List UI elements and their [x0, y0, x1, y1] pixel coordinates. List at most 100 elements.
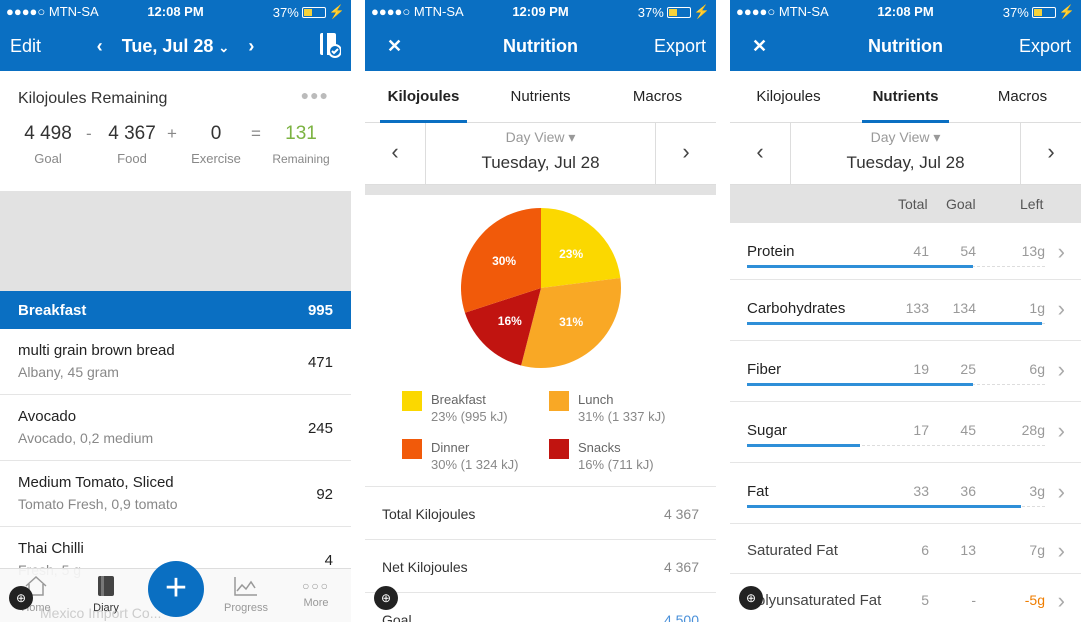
legend-name: Lunch	[578, 392, 614, 407]
day-selector: ‹ Day View ▾ Tuesday, Jul 28 ›	[365, 123, 716, 185]
nutrient-row[interactable]: Polyunsaturated Fat 5 - -5g ›	[730, 574, 1081, 622]
list-item[interactable]: multi grain brown bread Albany, 45 gram …	[0, 329, 351, 395]
tab-kilojoules[interactable]: Kilojoules	[365, 71, 482, 123]
zoom-icon[interactable]: ⊕	[374, 586, 398, 610]
close-icon[interactable]: ✕	[387, 36, 403, 56]
legend-swatch	[402, 439, 422, 459]
chart-legend: Breakfast 23% (995 kJ) Lunch 31% (1 337 …	[365, 387, 716, 477]
equals-sign: =	[251, 124, 261, 143]
food-desc: Tomato Fresh, 0,9 tomato	[18, 496, 178, 512]
prev-day-icon[interactable]: ‹	[96, 36, 103, 56]
zoom-icon[interactable]: ⊕	[739, 586, 763, 610]
legend-detail: 16% (711 kJ)	[578, 457, 654, 472]
export-button[interactable]: Export	[1018, 36, 1071, 56]
food-desc: Avocado, 0,2 medium	[18, 430, 154, 446]
tab-nutrients[interactable]: Nutrients	[847, 71, 964, 123]
nutrient-row[interactable]: Sugar 17 45 28g ›	[730, 402, 1081, 463]
chevron-right-icon: ›	[1057, 418, 1065, 443]
pie-slice-snacks	[464, 288, 541, 366]
progress-bar	[747, 322, 1042, 325]
tab-progress[interactable]: Progress	[218, 575, 274, 614]
zoom-icon[interactable]: ⊕	[9, 586, 33, 610]
nutrition-nutrients-screen: ●●●●○ MTN-SA 12:08 PM 37% ⚡ ✕ Nutrition E…	[730, 0, 1081, 622]
meal-header-breakfast[interactable]: Breakfast 995	[0, 291, 351, 329]
nutrient-row[interactable]: Fiber 19 25 6g ›	[730, 341, 1081, 402]
next-day-icon[interactable]: ›	[248, 36, 255, 56]
next-day-icon[interactable]: ›	[655, 123, 716, 184]
diary-date[interactable]: Tue, Jul 28	[121, 36, 214, 56]
nutrient-name: Fat	[747, 483, 769, 500]
nutrient-goal: 45	[960, 422, 976, 438]
prev-day-icon[interactable]: ‹	[730, 123, 791, 184]
food-name: Medium Tomato, Sliced	[18, 474, 174, 491]
carrier-label: ●●●●○ MTN-SA	[736, 4, 829, 19]
nutrient-goal: 134	[952, 300, 976, 316]
ghost-text: Mexico Import Co...	[40, 605, 162, 621]
progress-bar	[747, 444, 860, 447]
progress-icon	[234, 577, 257, 596]
battery-icon	[666, 6, 691, 18]
legend-swatch	[402, 391, 422, 411]
nutrient-name: Fiber	[747, 361, 782, 378]
nutrient-row[interactable]: Saturated Fat 6 13 7g ›	[730, 524, 1081, 574]
status-time: 12:09 PM	[512, 4, 569, 19]
nutrient-total: 19	[913, 361, 929, 377]
day-date: Tuesday, Jul 28	[481, 153, 600, 172]
col-total: Total	[898, 196, 928, 212]
more-options-icon[interactable]: ●●●	[300, 87, 329, 103]
food-kj: 245	[307, 420, 333, 437]
add-button[interactable]: +	[148, 561, 204, 617]
pie-slice-lunch	[521, 277, 621, 368]
progress-track	[747, 445, 1045, 446]
day-view-dropdown[interactable]: Day View ▾	[505, 129, 576, 145]
prev-day-icon[interactable]: ‹	[365, 123, 426, 184]
nutrient-name: Polyunsaturated Fat	[747, 592, 882, 609]
summary-label: Total Kilojoules	[382, 506, 476, 522]
status-time: 12:08 PM	[877, 4, 934, 19]
nutrient-total: 41	[913, 243, 929, 259]
day-view-dropdown[interactable]: Day View ▾	[870, 129, 941, 145]
pie-slice-dinner	[461, 208, 541, 313]
nutrient-left: 6g	[1029, 361, 1045, 377]
nutrient-row[interactable]: Protein 41 54 13g ›	[730, 223, 1081, 280]
tab-macros[interactable]: Macros	[632, 88, 683, 105]
export-button[interactable]: Export	[653, 36, 706, 56]
battery-icon	[1031, 6, 1056, 18]
nutrient-total: 5	[921, 592, 929, 608]
complete-diary-icon[interactable]	[319, 32, 342, 63]
tab-diary[interactable]: Diary	[80, 575, 132, 614]
divider-bar	[365, 185, 716, 195]
nutrient-row[interactable]: Fat 33 36 3g ›	[730, 463, 1081, 524]
food-name: multi grain brown bread	[18, 342, 175, 359]
close-icon[interactable]: ✕	[752, 36, 768, 56]
progress-bar	[747, 505, 1021, 508]
legend-detail: 31% (1 337 kJ)	[578, 409, 666, 424]
tab-kilojoules[interactable]: Kilojoules	[756, 88, 821, 105]
day-selector: ‹ Day View ▾ Tuesday, Jul 28 ›	[730, 123, 1081, 185]
summary-row: Goal 4 500	[365, 592, 716, 622]
charging-icon: ⚡	[328, 4, 345, 19]
plus-sign: +	[167, 124, 177, 143]
nutrition-header: ●●●●○ MTN-SA 12:09 PM 37% ⚡ ✕ Nutrition E…	[365, 0, 716, 71]
nutrition-kilojoules-screen: ●●●●○ MTN-SA 12:09 PM 37% ⚡ ✕ Nutrition E…	[365, 0, 716, 622]
nutrition-tabs: Kilojoules Nutrients Macros	[365, 71, 716, 123]
legend-name: Snacks	[578, 440, 621, 455]
battery-percent: 37%	[637, 4, 664, 20]
list-item[interactable]: Medium Tomato, Sliced Tomato Fresh, 0,9 …	[0, 461, 351, 527]
more-icon: ○○○	[302, 579, 330, 593]
edit-button[interactable]: Edit	[10, 36, 42, 56]
nutrient-row[interactable]: Carbohydrates 133 134 1g ›	[730, 280, 1081, 341]
exercise-label: Exercise	[191, 151, 241, 166]
kj-summary: Total Kilojoules 4 367 Net Kilojoules 4 …	[365, 486, 716, 622]
nutrient-left: 7g	[1029, 542, 1045, 558]
tab-macros[interactable]: Macros	[997, 88, 1048, 105]
tab-nutrients[interactable]: Nutrients	[510, 88, 571, 105]
chevron-down-icon[interactable]: ⌄	[218, 40, 230, 55]
next-day-icon[interactable]: ›	[1020, 123, 1081, 184]
summary-value: 4 367	[663, 506, 699, 522]
tab-more[interactable]: ○○○ More	[290, 575, 342, 609]
status-bar: ●●●●○ MTN-SA 12:08 PM 37% ⚡	[0, 0, 351, 22]
diary-nav: Edit ‹ Tue, Jul 28 ⌄ ›	[0, 30, 351, 62]
nutrient-goal: 54	[960, 243, 976, 259]
list-item[interactable]: Avocado Avocado, 0,2 medium 245	[0, 395, 351, 461]
